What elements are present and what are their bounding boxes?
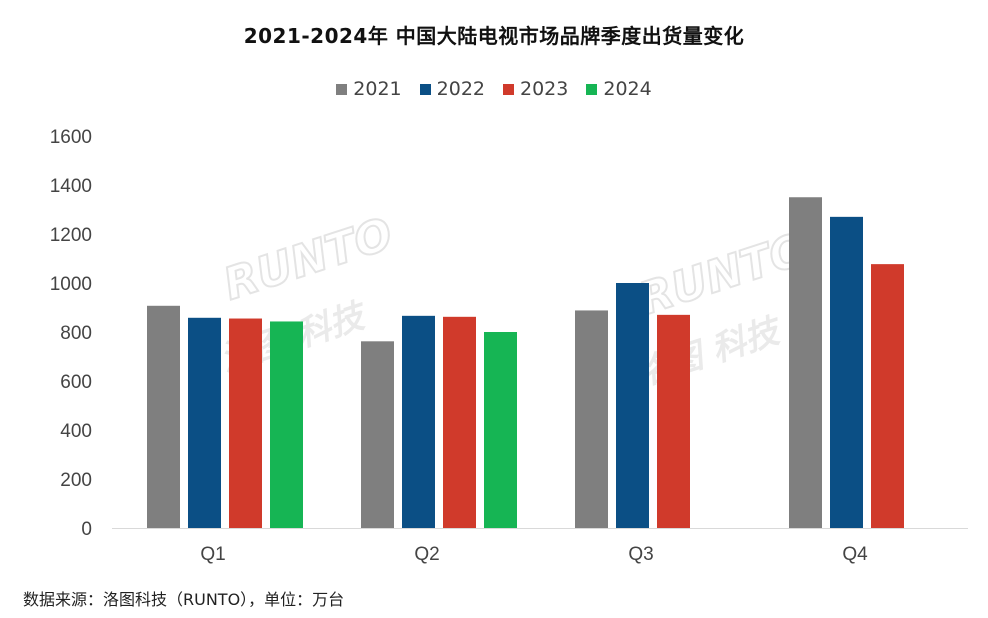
bar-2022-Q4 [830, 216, 863, 528]
legend-swatch-2024 [586, 83, 598, 95]
bar-2024-Q1 [270, 321, 303, 528]
svg-text:RUNTO: RUNTO [218, 208, 399, 310]
bar-2022-Q1 [188, 317, 221, 528]
y-tick-label: 1200 [50, 225, 92, 246]
y-tick-label: 0 [81, 519, 92, 540]
legend-item-2022: 2022 [419, 78, 485, 100]
x-tick-label: Q4 [842, 544, 868, 565]
bar-2023-Q1 [229, 318, 262, 528]
bar-2022-Q2 [402, 315, 435, 528]
bar-2023-Q3 [657, 314, 690, 528]
bar-2022-Q3 [616, 283, 649, 528]
svg-text:RUNTO: RUNTO [633, 223, 814, 325]
y-tick-label: 200 [60, 470, 92, 491]
x-tick-label: Q3 [628, 544, 653, 565]
bar-2023-Q4 [871, 264, 904, 528]
legend-label-2022: 2022 [436, 78, 485, 100]
legend-swatch-2023 [503, 83, 514, 95]
bar-2021-Q2 [361, 341, 394, 528]
bar-2024-Q2 [484, 332, 517, 528]
legend-swatch-2022 [419, 83, 431, 95]
source-note: 数据来源：洛图科技（RUNTO），单位：万台 [23, 590, 345, 609]
y-tick-label: 1400 [50, 176, 92, 197]
chart-legend: 2021 2022 2023 2024 [0, 78, 988, 100]
legend-label-2024: 2024 [603, 78, 652, 100]
y-tick-label: 1000 [50, 274, 92, 295]
bar-2021-Q4 [789, 197, 822, 528]
x-tick-label: Q1 [200, 544, 225, 565]
y-tick-label: 400 [60, 421, 92, 442]
y-tick-label: 1600 [50, 127, 92, 148]
y-tick-label: 800 [60, 323, 92, 344]
legend-label-2023: 2023 [520, 78, 569, 100]
legend-label-2021: 2021 [353, 78, 402, 100]
x-tick-label: Q2 [414, 544, 439, 565]
bar-2023-Q2 [443, 316, 476, 528]
legend-item-2024: 2024 [586, 78, 652, 100]
chart-title: 2021-2024年 中国大陆电视市场品牌季度出货量变化 [243, 24, 745, 48]
legend-swatch-2021 [336, 83, 348, 95]
legend-item-2021: 2021 [336, 78, 402, 100]
bar-2021-Q3 [575, 310, 608, 528]
y-tick-label: 600 [60, 372, 92, 393]
bar-2021-Q1 [147, 305, 180, 528]
legend-item-2023: 2023 [503, 78, 568, 100]
